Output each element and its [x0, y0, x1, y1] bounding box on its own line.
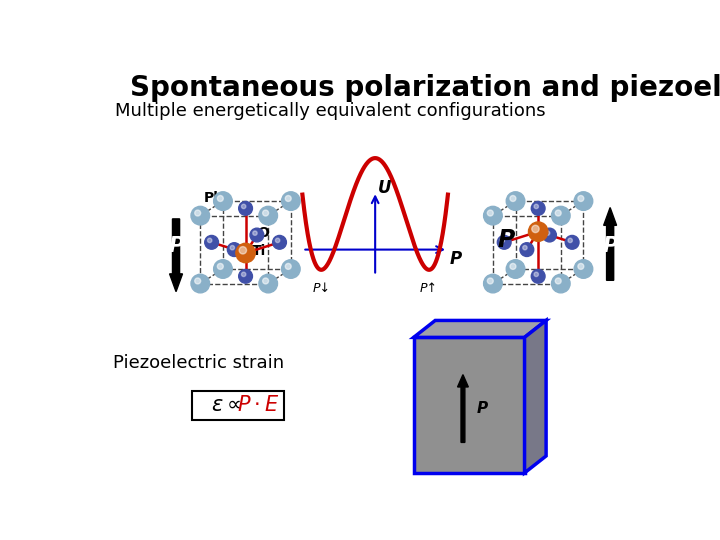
Circle shape — [565, 235, 579, 249]
Text: Multiple energetically equivalent configurations: Multiple energetically equivalent config… — [115, 102, 546, 120]
Circle shape — [552, 206, 570, 225]
Circle shape — [498, 235, 511, 249]
Circle shape — [285, 195, 291, 201]
Circle shape — [510, 264, 516, 269]
Circle shape — [574, 260, 593, 278]
Circle shape — [555, 278, 561, 284]
Text: P↑: P↑ — [420, 282, 438, 295]
Circle shape — [500, 238, 505, 242]
Circle shape — [532, 225, 539, 233]
Text: O: O — [257, 226, 269, 240]
Text: Piezoelectric strain: Piezoelectric strain — [113, 354, 284, 372]
Circle shape — [282, 260, 300, 278]
Circle shape — [528, 222, 548, 241]
Circle shape — [241, 272, 246, 276]
Text: P: P — [603, 235, 618, 255]
Text: U: U — [378, 179, 392, 197]
Circle shape — [250, 228, 264, 242]
Circle shape — [506, 192, 525, 211]
Circle shape — [555, 210, 561, 216]
Circle shape — [552, 274, 570, 293]
Text: P: P — [449, 250, 462, 268]
Text: P: P — [477, 401, 488, 416]
Circle shape — [545, 231, 550, 235]
Polygon shape — [414, 338, 525, 473]
Circle shape — [239, 247, 246, 254]
Circle shape — [531, 269, 545, 283]
Circle shape — [259, 274, 277, 293]
Polygon shape — [414, 320, 546, 338]
Circle shape — [484, 274, 502, 293]
Circle shape — [207, 238, 212, 242]
Text: Ti: Ti — [252, 245, 266, 259]
Circle shape — [534, 204, 539, 208]
Circle shape — [574, 192, 593, 211]
Circle shape — [523, 246, 527, 250]
Circle shape — [228, 242, 241, 256]
Text: Pb: Pb — [204, 192, 224, 205]
Circle shape — [259, 206, 277, 225]
Circle shape — [487, 210, 493, 216]
Text: P: P — [498, 228, 516, 252]
Circle shape — [236, 244, 256, 262]
Circle shape — [194, 210, 201, 216]
Circle shape — [253, 231, 257, 235]
Circle shape — [263, 210, 269, 216]
Circle shape — [239, 269, 253, 283]
Circle shape — [230, 246, 235, 250]
Circle shape — [194, 278, 201, 284]
Text: $P \cdot E$: $P \cdot E$ — [237, 395, 279, 415]
Text: Spontaneous polarization and piezoelectricity: Spontaneous polarization and piezoelectr… — [130, 74, 720, 102]
FancyArrow shape — [603, 207, 616, 280]
Text: $\varepsilon \propto$: $\varepsilon \propto$ — [211, 396, 240, 415]
Circle shape — [241, 204, 246, 208]
Circle shape — [217, 195, 223, 201]
Circle shape — [484, 206, 502, 225]
Text: P↓: P↓ — [312, 282, 330, 295]
FancyArrow shape — [170, 219, 182, 292]
Circle shape — [568, 238, 572, 242]
Circle shape — [214, 260, 233, 278]
Circle shape — [273, 235, 287, 249]
Circle shape — [534, 272, 539, 276]
Circle shape — [214, 192, 233, 211]
Circle shape — [204, 235, 218, 249]
Circle shape — [543, 228, 557, 242]
Circle shape — [191, 206, 210, 225]
Polygon shape — [525, 320, 546, 473]
Circle shape — [217, 264, 223, 269]
Circle shape — [487, 278, 493, 284]
Circle shape — [282, 192, 300, 211]
Circle shape — [531, 201, 545, 215]
Bar — [192, 390, 284, 420]
Circle shape — [578, 264, 584, 269]
Circle shape — [578, 195, 584, 201]
Circle shape — [520, 242, 534, 256]
Circle shape — [510, 195, 516, 201]
Circle shape — [239, 201, 253, 215]
Circle shape — [506, 260, 525, 278]
FancyArrow shape — [457, 375, 468, 442]
Text: P: P — [168, 235, 184, 255]
Circle shape — [276, 238, 280, 242]
Circle shape — [263, 278, 269, 284]
Circle shape — [191, 274, 210, 293]
Circle shape — [285, 264, 291, 269]
